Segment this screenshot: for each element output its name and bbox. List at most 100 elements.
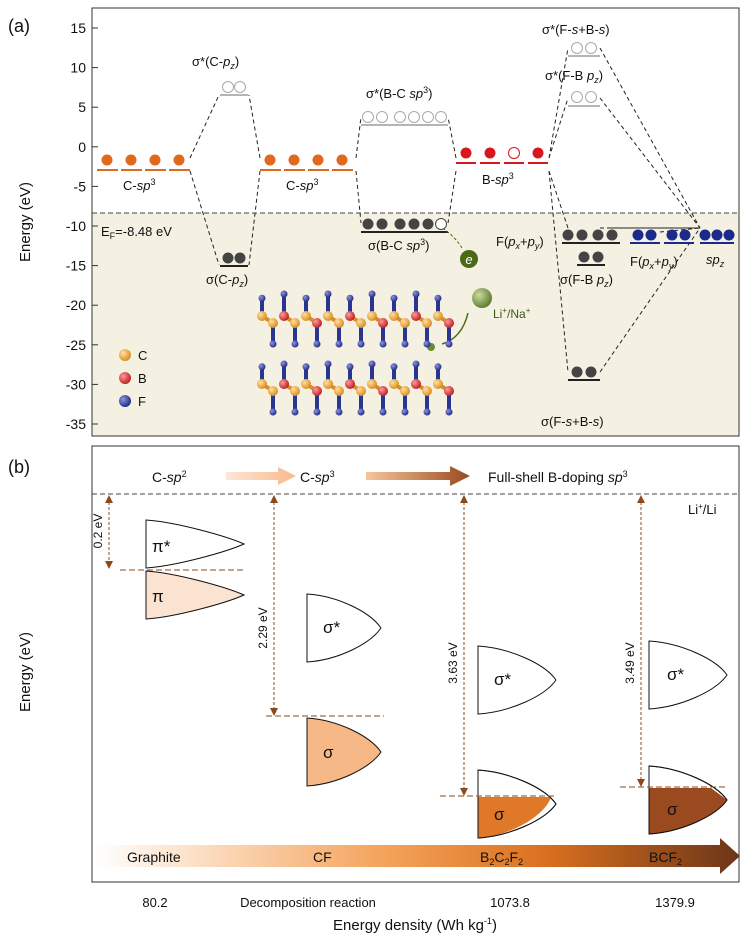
sigma-f-s-b-s-level (568, 366, 600, 381)
atom (279, 379, 289, 389)
sigma-star-f-s-b-s-level (568, 42, 600, 57)
fluorine-atom (379, 408, 387, 416)
atom (268, 386, 278, 396)
sigma-star-b-c-level (361, 111, 448, 126)
cf-sigma-label: σ (323, 743, 334, 762)
b-sp3-level (456, 147, 548, 164)
sigma-b-c-label: σ(B-C sp3) (368, 237, 429, 253)
fluorine-atom (401, 340, 409, 348)
b-sp3-label: B-sp3 (482, 171, 514, 187)
f-px-py-blue-level (630, 229, 694, 244)
c-sp3-right-level (260, 154, 353, 171)
atom (356, 386, 366, 396)
header-c-sp3: C-sp3 (300, 469, 335, 485)
gap-bcf2: 3.49 eV (623, 642, 637, 683)
fluorine-atom (291, 408, 299, 416)
atom (323, 311, 333, 321)
y-tick-label: -5 (74, 178, 87, 194)
y-tick-label: -10 (66, 218, 86, 234)
y-tick-label: 15 (70, 20, 86, 36)
fluorine-atom (434, 294, 442, 302)
f-px-py-level (562, 229, 620, 244)
f-px-py-label: F(px+py) (496, 234, 544, 251)
atom (279, 311, 289, 321)
b2c2f2-sigma-star-label: σ* (494, 670, 511, 689)
atom (268, 318, 278, 328)
fluorine-atom (357, 408, 365, 416)
atom (367, 311, 377, 321)
fluorine-atom (313, 408, 321, 416)
atom (378, 386, 388, 396)
fluorine-atom (313, 340, 321, 348)
atom (378, 318, 388, 328)
li-na-label: Li+/Na+ (493, 306, 531, 321)
pi-star-label: π* (152, 537, 171, 556)
fluorine-atom (258, 363, 266, 371)
legend-f: F (138, 394, 146, 409)
electron-arrow (443, 228, 463, 249)
sigma-star-f-s-b-s-label: σ*(F-s+B-s) (542, 22, 610, 37)
sigma-star-f-b-pz-level (568, 91, 600, 107)
atom (290, 386, 300, 396)
legend-b: B (138, 371, 147, 386)
below-fermi-region (92, 213, 739, 436)
y-tick-label: -30 (66, 376, 86, 392)
energy-density-b2c2f2: 1073.8 (490, 895, 530, 910)
atom (411, 311, 421, 321)
atom (312, 318, 322, 328)
panel-a-y-axis: 15 10 5 0 -5 -10 -15 -20 -25 -30 -35 (66, 20, 98, 432)
sigma-f-s-b-s-label: σ(F-s+B-s) (541, 414, 604, 429)
spz-label: spz (706, 252, 725, 269)
fluorine-atom (324, 290, 332, 298)
fluorine-atom (346, 294, 354, 302)
panel-b-label: (b) (8, 457, 30, 477)
sigma-star-b-c-label: σ*(B-C sp3) (366, 85, 433, 101)
y-tick-label: 0 (78, 139, 86, 155)
fluorine-atom (379, 340, 387, 348)
electron-icon (460, 250, 478, 268)
sigma-b-c-level (361, 218, 448, 233)
panel-b-x-label: Energy density (Wh kg-1) (333, 916, 497, 933)
spz-level (699, 229, 735, 244)
cf-gap-arrow: 2.29 eV (256, 495, 278, 716)
y-tick-label: -35 (66, 416, 86, 432)
fluorine-atom (291, 340, 299, 348)
atom (400, 318, 410, 328)
cf-sigma-star-label: σ* (323, 618, 340, 637)
fluorine-atom (423, 340, 431, 348)
c-sp3-left-label: C-sp3 (123, 177, 155, 193)
sigma-f-b-pz-level (577, 251, 605, 266)
fluorine-atom (390, 294, 398, 302)
header-c-sp2: C-sp2 (152, 469, 187, 485)
atom (444, 318, 454, 328)
graphite-gap-arrow: 0.2 eV (91, 495, 113, 569)
cf-bands: σ* σ (266, 593, 384, 787)
fluorine-atom (368, 360, 376, 368)
panel-a-y-label: Energy (eV) (17, 182, 34, 262)
atom (312, 386, 322, 396)
bcf2-sigma-star-label: σ* (667, 665, 684, 684)
hybridization-header: C-sp2 C-sp3 Full-shell B-doping sp3 (152, 466, 628, 486)
atom (356, 318, 366, 328)
fluorine-atom (302, 363, 310, 371)
gap-b2c2f2: 3.63 eV (446, 642, 460, 683)
energy-density-bcf2: 1379.9 (655, 895, 695, 910)
atom (323, 379, 333, 389)
atom (301, 311, 311, 321)
energy-density-cf: Decomposition reaction (240, 895, 376, 910)
fluorine-atom (335, 408, 343, 416)
electron-label: e (465, 252, 472, 267)
atom (345, 379, 355, 389)
li-reference-label: Li+/Li (688, 502, 717, 517)
material-bcf2: BCF2 (649, 849, 682, 867)
atom (257, 379, 267, 389)
atom (433, 311, 443, 321)
bcf2-gap-arrow: 3.49 eV (623, 495, 645, 787)
panel-a-frame (91, 7, 740, 437)
material-arrow: Graphite CF B2C2F2 BCF2 (95, 838, 740, 874)
crystal-structure-image (257, 290, 454, 416)
atom (334, 318, 344, 328)
li-na-ion-icon (472, 288, 492, 308)
fluorine-atom (302, 294, 310, 302)
